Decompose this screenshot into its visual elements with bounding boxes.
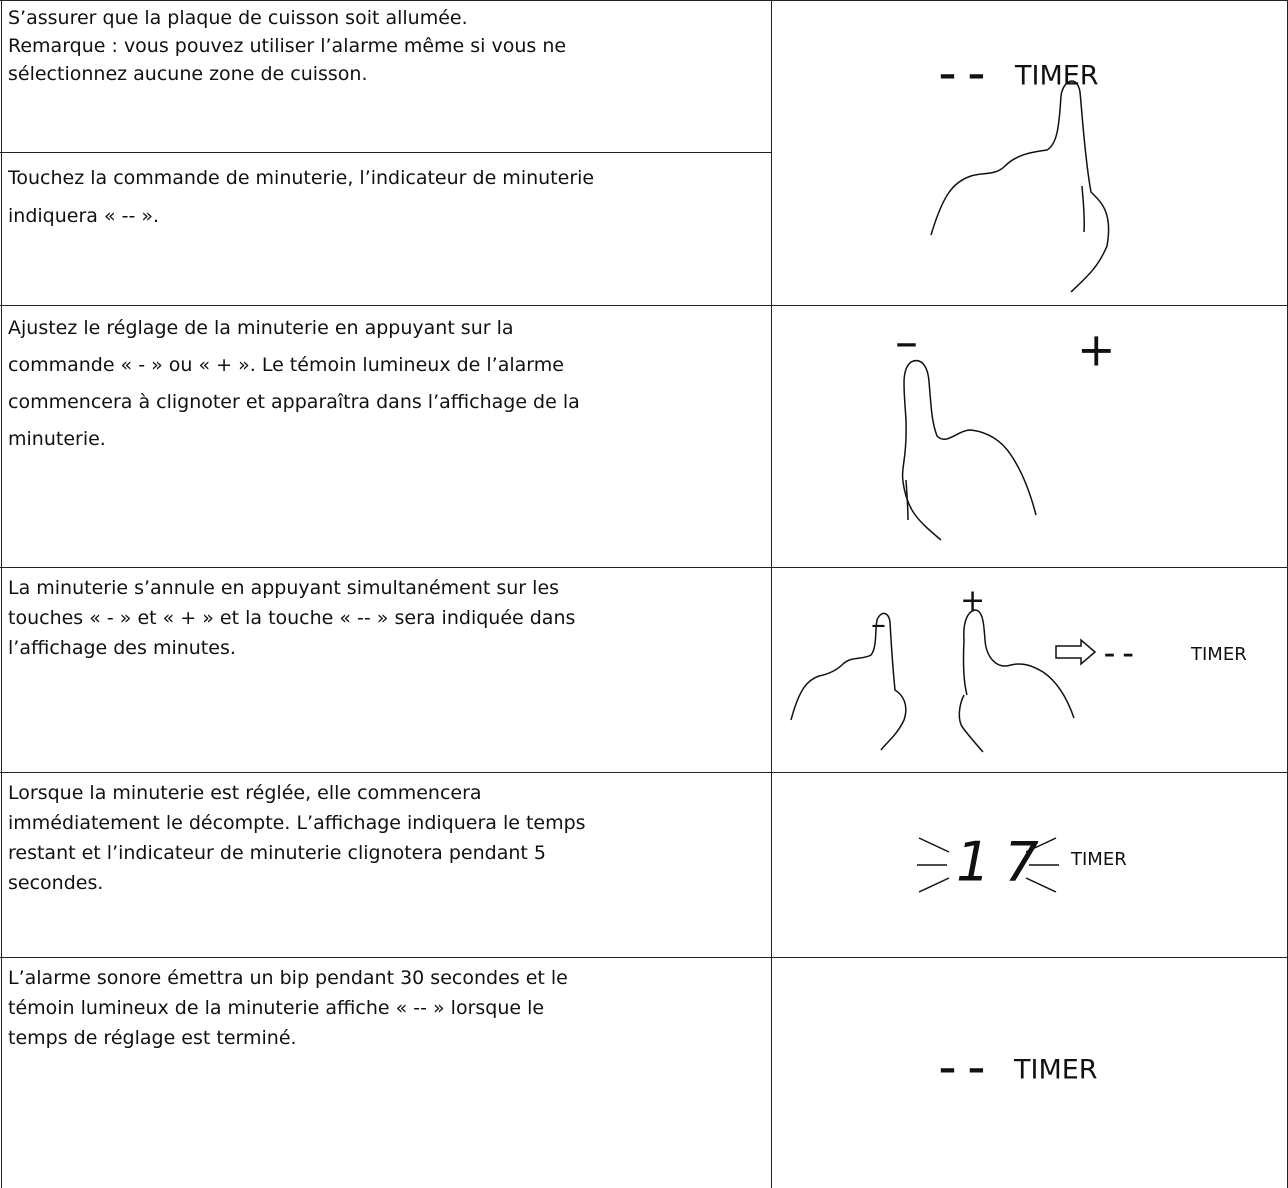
ray (1025, 877, 1057, 893)
timer-label: TIMER (1190, 644, 1247, 665)
border (0, 152, 771, 153)
cell: Lorsque la minuterie est réglée, elle co… (8, 778, 768, 898)
ray (1025, 837, 1057, 853)
minus: – (895, 315, 918, 369)
border (1, 0, 2, 1188)
border (0, 567, 1288, 568)
cell: S’assurer que la plaque de cuisson soit … (8, 4, 768, 88)
text-line: La minuterie s’annule en appuyant simult… (8, 577, 560, 599)
text-line: l’affichage des minutes. (8, 637, 236, 659)
text-line: minuterie. (8, 428, 106, 450)
text-line: Touchez la commande de minuterie, l’indi… (8, 167, 595, 189)
border (0, 957, 1288, 958)
arrow (1055, 638, 1097, 666)
hand-line (905, 479, 909, 521)
plus: + (1077, 323, 1116, 377)
hand (962, 609, 1075, 719)
border (0, 0, 1288, 1)
border (771, 0, 772, 1188)
border (0, 305, 1288, 306)
cell: La minuterie s’annule en appuyant simult… (8, 573, 768, 663)
ray (918, 877, 950, 893)
text-line: secondes. (8, 872, 104, 894)
cell: Ajustez le réglage de la minuterie en ap… (8, 310, 768, 458)
ray (918, 837, 950, 853)
text-line: sélectionnez aucune zone de cuisson. (8, 63, 368, 85)
border (0, 772, 1288, 773)
text-line: Ajustez le réglage de la minuterie en ap… (8, 317, 514, 339)
text-line: Remarque : vous pouvez utiliser l’alarme… (8, 35, 567, 57)
hand (901, 360, 1037, 541)
minus: – (871, 608, 886, 643)
digits: 17 (956, 831, 1053, 894)
illustrations: – – TIMER – + – + – – TIMER 17 TIMER – –… (790, 55, 1247, 1089)
dashes: – – (939, 1049, 985, 1089)
text-line: L’alarme sonore émettra un bip pendant 3… (8, 967, 568, 989)
text-line: S’assurer que la plaque de cuisson soit … (8, 7, 468, 29)
text-line: indiquera « -- ». (8, 205, 160, 227)
text-line: temps de réglage est terminé. (8, 1027, 297, 1049)
text-line: commencera à clignoter et apparaîtra dan… (8, 391, 580, 413)
hand (958, 694, 984, 753)
text-line: commande « - » ou « + ». Le témoin lumin… (8, 354, 564, 376)
dashes: – – (1104, 642, 1134, 667)
timer-label: TIMER (1014, 61, 1099, 92)
timer-label: TIMER (1013, 1055, 1098, 1086)
cell: L’alarme sonore émettra un bip pendant 3… (8, 963, 768, 1053)
text-line: restant et l’indicateur de minuterie cli… (8, 842, 546, 864)
timer-label: TIMER (1070, 849, 1127, 870)
hand (930, 80, 1110, 293)
dashes: – – (939, 55, 985, 95)
hand-line (1081, 185, 1085, 233)
text-line: témoin lumineux de la minuterie affiche … (8, 997, 545, 1019)
plus: + (960, 584, 985, 619)
cell: Touchez la commande de minuterie, l’indi… (8, 159, 768, 235)
hand (790, 612, 907, 751)
text-line: immédiatement le décompte. L’affichage i… (8, 812, 586, 834)
text-line: touches « - » et « + » et la touche « --… (8, 607, 576, 629)
text-line: Lorsque la minuterie est réglée, elle co… (8, 782, 482, 804)
